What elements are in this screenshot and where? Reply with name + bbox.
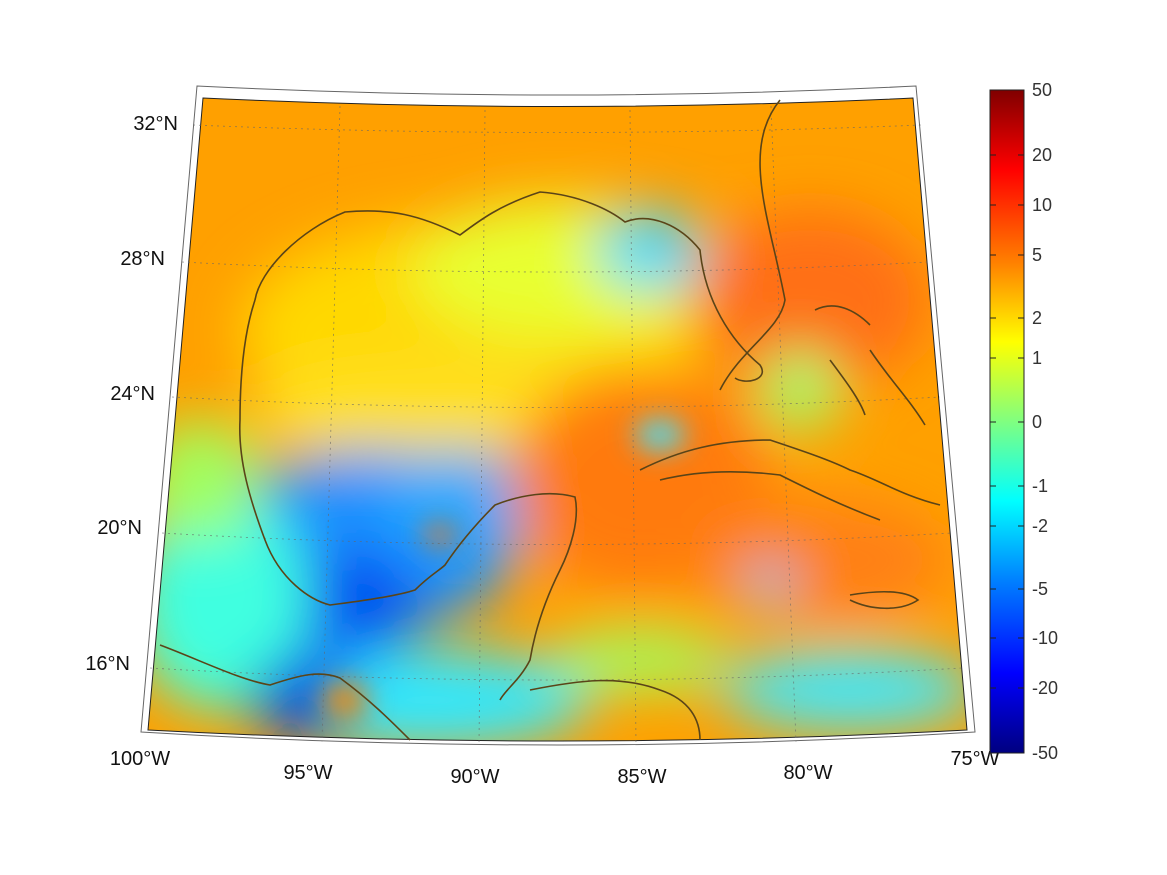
colorbar-tick-label: 10 (1032, 195, 1052, 215)
lon-label: 100°W (110, 748, 170, 770)
lon-label: 75°W (950, 748, 999, 770)
colorbar-tick-label: -10 (1032, 628, 1058, 648)
map-outer-frame (140, 85, 976, 746)
lat-label: 24°N (110, 383, 155, 405)
lon-label: 80°W (783, 762, 832, 784)
colorbar-tick-label: 1 (1032, 348, 1042, 368)
lat-label: 28°N (120, 248, 165, 270)
lat-label: 16°N (85, 653, 130, 675)
lat-label: 20°N (97, 517, 142, 539)
colorbar-tick-label: -2 (1032, 516, 1048, 536)
graticule (149, 105, 963, 747)
colorbar-tick-label: 5 (1032, 245, 1042, 265)
colorbar-tick-label: 50 (1032, 80, 1052, 100)
coastlines (159, 99, 941, 741)
lon-label: 95°W (283, 762, 332, 784)
map-frame (147, 97, 968, 742)
colorbar-tick-label: 2 (1032, 308, 1042, 328)
lat-label: 32°N (133, 113, 178, 135)
latitude-labels: 32°N 28°N 24°N 20°N 16°N (85, 113, 178, 675)
colorbar-tick-label: 0 (1032, 412, 1042, 432)
colorbar-tick-label: -1 (1032, 476, 1048, 496)
lon-label: 85°W (617, 766, 666, 788)
colorbar-tick-label: -50 (1032, 743, 1058, 763)
colorbar-tick-label: -5 (1032, 579, 1048, 599)
colorbar-tick-label: -20 (1032, 678, 1058, 698)
longitude-labels: 100°W 95°W 90°W 85°W 80°W 75°W (110, 748, 1000, 788)
colorbar-tick-label: 20 (1032, 145, 1052, 165)
lon-label: 90°W (450, 766, 499, 788)
map-field (148, 98, 967, 741)
